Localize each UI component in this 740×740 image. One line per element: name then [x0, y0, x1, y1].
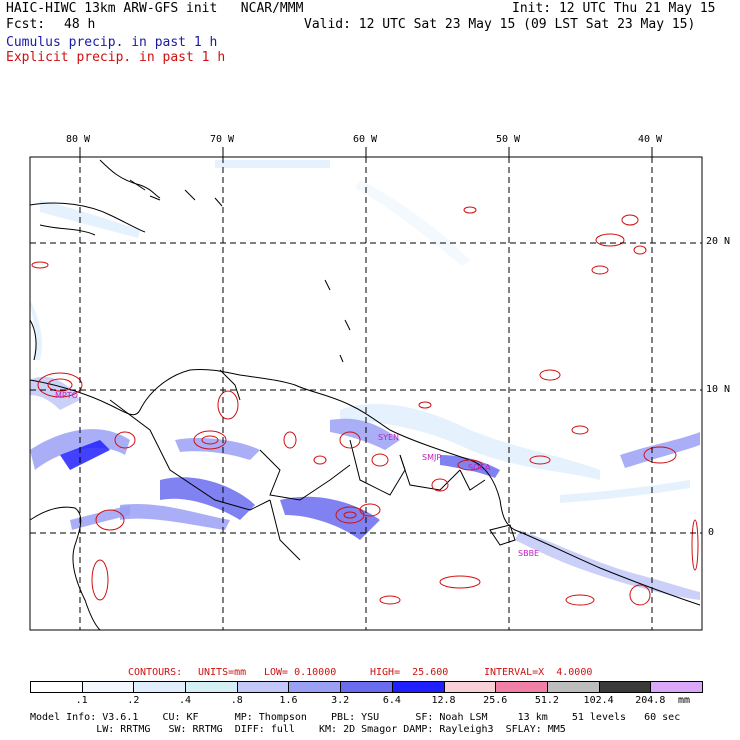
colorbar-tick-label: .1: [75, 695, 88, 706]
contour-label: CONTOURS:: [128, 667, 183, 678]
colorbar-cell: [546, 681, 600, 693]
forecast-hour: 48 h: [64, 17, 96, 32]
station-label: SYEN: [378, 433, 399, 442]
colorbar-tick-label: 6.4: [382, 695, 401, 706]
contour-units: UNITS=mm: [198, 667, 247, 678]
colorbar-cell: [236, 681, 290, 693]
contour-low: LOW= 0.10000: [264, 667, 337, 678]
colorbar-cell: [133, 681, 187, 693]
lat-lon-grid: [30, 157, 702, 630]
colorbar-cell: [185, 681, 238, 693]
lon-label: 70 W: [210, 134, 235, 145]
station-label: MPTO: [55, 391, 78, 400]
explicit-legend: Explicit precip. in past 1 h: [6, 50, 226, 65]
colorbar-cell: [340, 681, 393, 693]
colorbar-tick-label: 204.8: [635, 695, 666, 706]
colorbar-tick-label: 12.8: [431, 695, 456, 706]
lat-label: 0: [708, 527, 715, 538]
colorbar-tick-label: 51.2: [534, 695, 559, 706]
station-label: SOCA: [468, 463, 491, 472]
station-label: SBBE: [518, 549, 539, 558]
lon-label: 80 W: [66, 134, 91, 145]
lon-label: 40 W: [638, 134, 663, 145]
model-info-line2: LW: RRTMG SW: RRTMG DIFF: full KM: 2D Sm…: [30, 724, 566, 735]
plot-title: HAIC-HIWC 13km ARW-GFS init NCAR/MMM: [6, 1, 304, 16]
station-label: SMJP: [422, 453, 441, 462]
colorbar-cell: [495, 681, 548, 693]
colorbar-tick-label: 3.2: [331, 695, 350, 706]
colorbar-cell: [81, 681, 135, 693]
colorbar-tick-label: .2: [127, 695, 140, 706]
lon-label: 60 W: [353, 134, 378, 145]
colorbar-cell: [598, 681, 652, 693]
coastlines: [29, 159, 701, 631]
cumulus-precip-field: [30, 160, 700, 600]
colorbar-cell: [288, 681, 342, 693]
forecast-label: Fcst:: [6, 17, 46, 32]
contour-high: HIGH= 25.600: [370, 667, 449, 678]
colorbar-tick-label: 102.4: [583, 695, 614, 706]
init-time: Init: 12 UTC Thu 21 May 15: [512, 1, 716, 16]
colorbar-tick-label: 25.6: [483, 695, 508, 706]
colorbar-cell: [30, 681, 83, 693]
contour-interval: INTERVAL=X 4.0000: [484, 667, 593, 678]
colorbar-cell: [391, 681, 445, 693]
colorbar-tick-label: 1.6: [279, 695, 298, 706]
colorbar-cell: [650, 681, 703, 693]
lon-label: 50 W: [496, 134, 521, 145]
explicit-precip-contours: [31, 206, 699, 606]
model-info-line1: Model Info: V3.6.1 CU: KF MP: Thompson P…: [30, 712, 681, 723]
colorbar-cell: [443, 681, 497, 693]
valid-time: Valid: 12 UTC Sat 23 May 15 (09 LST Sat …: [304, 17, 696, 32]
lat-label: 10 N: [706, 384, 731, 395]
colorbar-units: mm: [678, 695, 691, 706]
lat-label: 20 N: [706, 236, 731, 247]
colorbar-tick-label: .8: [230, 695, 243, 706]
cumulus-legend: Cumulus precip. in past 1 h: [6, 35, 218, 50]
colorbar-tick-label: .4: [179, 695, 192, 706]
